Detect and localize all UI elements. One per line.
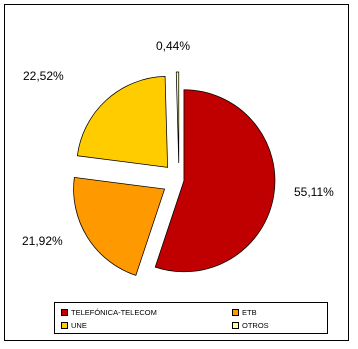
legend-item-une: UNE (61, 319, 87, 331)
legend-label-etb: ETB (242, 307, 257, 317)
legend-swatch-telefonica-telecom (61, 308, 68, 316)
legend-label-otros: OTROS (242, 320, 269, 330)
legend-label-telefonica-telecom: TELEFÓNICA-TELECOM (71, 307, 157, 317)
legend-item-etb: ETB (232, 306, 257, 318)
legend-swatch-otros (232, 321, 239, 329)
data-label-etb: 21,92% (22, 234, 63, 248)
legend-label-une: UNE (71, 320, 87, 330)
pie-slice-etb (73, 177, 166, 276)
pie-slice-otros (175, 71, 180, 164)
pie-slice-telefonica-telecom (154, 89, 276, 273)
chart-frame: 55,11% 21,92% 22,52% 0,44% TELEFÓNICA-TELEC… (4, 4, 349, 341)
legend-swatch-etb (232, 308, 239, 316)
legend-swatch-une (61, 321, 68, 329)
pie-slice-une (76, 76, 168, 168)
data-label-otros: 0,44% (156, 39, 190, 53)
data-label-telefonica-telecom: 55,11% (294, 185, 334, 199)
data-label-une: 22,52% (23, 69, 64, 83)
legend-item-telefonica-telecom: TELEFÓNICA-TELECOM (61, 306, 157, 318)
legend-item-otros: OTROS (232, 319, 269, 331)
pie-chart: 55,11% 21,92% 22,52% 0,44% (22, 39, 334, 276)
chart-legend: TELEFÓNICA-TELECOM ETB UNE OTROS (54, 302, 328, 334)
